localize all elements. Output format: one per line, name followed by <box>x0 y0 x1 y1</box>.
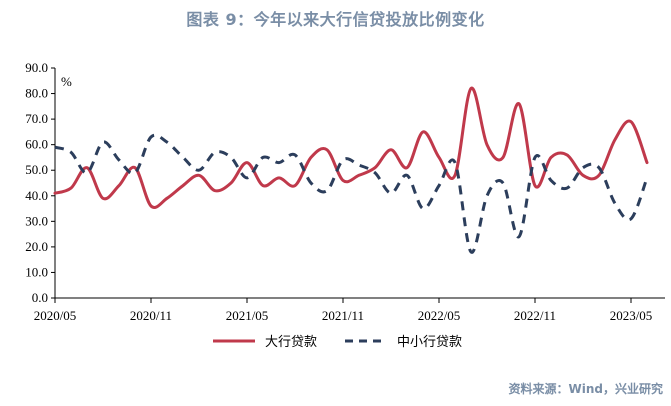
x-tick-label: 2022/05 <box>418 308 461 323</box>
y-tick-label: 90.0 <box>25 60 48 75</box>
y-tick-label: 50.0 <box>25 162 48 177</box>
x-tick-label: 2020/11 <box>130 308 172 323</box>
series-layer <box>53 86 649 254</box>
axes: 0.0 10.0 20.0 30.0 40.0 50.0 60.0 70.0 80.0 90.0%… <box>25 60 665 323</box>
x-tick-label: 2020/05 <box>34 308 77 323</box>
chart-source: 资料来源：Wind，兴业研究 <box>508 382 663 396</box>
y-tick-label: 20.0 <box>25 239 48 254</box>
y-tick-label: 30.0 <box>25 213 48 228</box>
series-line-large-banks <box>53 86 649 209</box>
legend-item-small-medium-banks: 中小行贷款 <box>345 335 462 350</box>
x-tick-label: 2022/11 <box>514 308 556 323</box>
x-tick-label: 2021/05 <box>226 308 269 323</box>
chart-title: 图表 9：今年以来大行信贷投放比例变化 <box>186 10 485 29</box>
y-tick-label: 10.0 <box>25 264 48 279</box>
y-unit-label: % <box>61 74 72 89</box>
legend: 大行贷款 中小行贷款 <box>213 335 462 350</box>
y-tick-label: 40.0 <box>25 188 48 203</box>
y-tick-label: 0.0 <box>32 290 48 305</box>
y-tick-label: 80.0 <box>25 86 48 101</box>
legend-label: 中小行贷款 <box>397 335 462 350</box>
legend-label: 大行贷款 <box>265 335 317 350</box>
legend-item-large-banks: 大行贷款 <box>213 335 317 350</box>
y-tick-label: 60.0 <box>25 137 48 152</box>
x-tick-label: 2021/11 <box>322 308 364 323</box>
x-tick-label: 2023/05 <box>610 308 653 323</box>
y-tick-label: 70.0 <box>25 111 48 126</box>
